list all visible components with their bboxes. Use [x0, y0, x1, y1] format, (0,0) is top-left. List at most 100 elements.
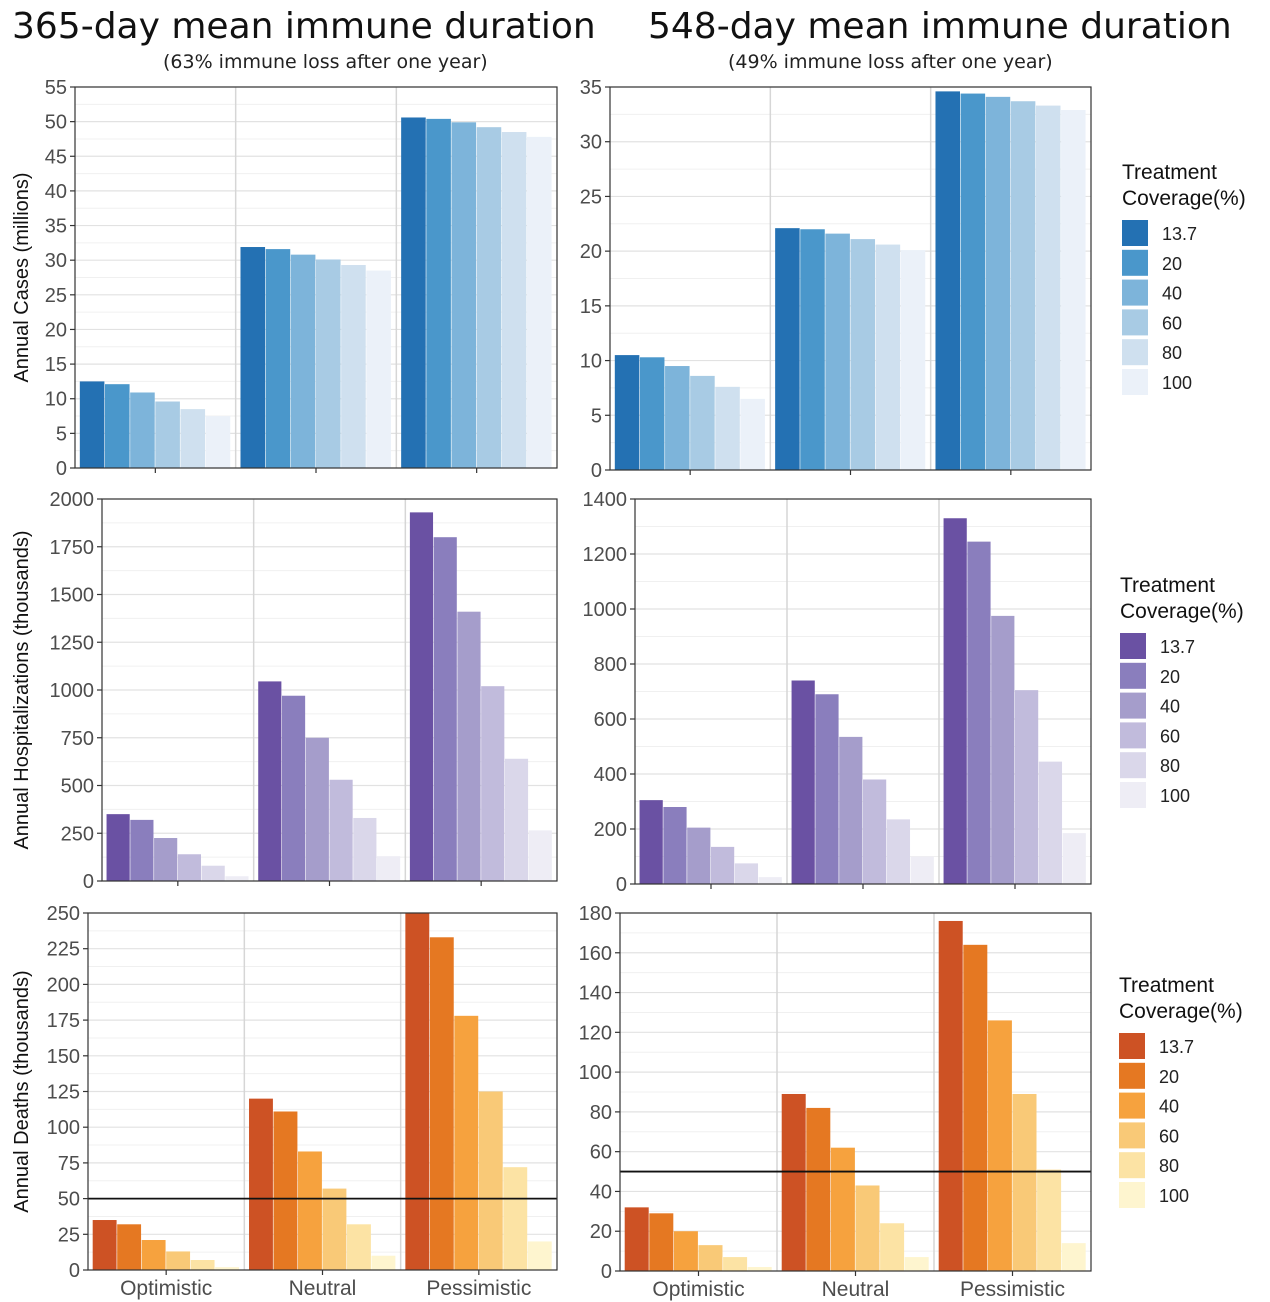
bar-pessimistic-100	[1061, 1243, 1086, 1271]
legend-swatch-20	[1122, 249, 1148, 276]
bar-optimistic-100	[758, 877, 782, 885]
chart-panel-r2-c0: 0 25 50 75 100 125 150 175 200 225 250 Optimistic Ne…	[11, 903, 558, 1300]
y-tick-label: 200	[594, 819, 627, 841]
legend-swatch-100	[1120, 782, 1146, 808]
y-tick-label: 1400	[583, 489, 628, 511]
bar-optimistic-80	[180, 409, 206, 468]
y-tick-label: 800	[594, 654, 627, 676]
bar-optimistic-20	[117, 1224, 142, 1270]
y-tick-label: 0	[601, 1261, 612, 1283]
bar-optimistic-100	[747, 1267, 772, 1271]
bar-pessimistic-80	[503, 1167, 528, 1270]
y-tick-label: 100	[579, 1062, 612, 1084]
bar-neutral-20	[273, 1111, 298, 1270]
bar-pessimistic-100	[1062, 833, 1086, 885]
bar-neutral-60	[329, 779, 353, 881]
y-tick-label: 75	[58, 1153, 80, 1175]
y-tick-label: 25	[45, 285, 67, 307]
y-tick-label: 140	[579, 983, 612, 1005]
legend-swatch-80	[1120, 752, 1146, 779]
bar-pessimistic-13.7	[405, 913, 430, 1270]
y-tick-label: 80	[590, 1102, 612, 1124]
bar-neutral-60	[316, 259, 341, 468]
bar-optimistic-100	[225, 876, 249, 881]
legend-0: Treatment Coverage(%) 13.7 20 40 60 80 100	[1122, 161, 1246, 395]
y-tick-label: 10	[45, 389, 67, 411]
y-tick-label: 150	[47, 1046, 80, 1068]
bar-optimistic-80	[723, 1257, 748, 1271]
x-tick-label-neutral: Neutral	[289, 1277, 357, 1300]
bar-neutral-40	[290, 254, 316, 468]
y-tick-label: 160	[579, 943, 612, 965]
y-tick-label: 2000	[50, 489, 95, 511]
bar-neutral-100	[366, 270, 391, 468]
bar-pessimistic-20	[426, 118, 451, 469]
bar-neutral-20	[265, 249, 291, 468]
bar-pessimistic-13.7	[938, 920, 963, 1271]
x-tick-label-optimistic: Optimistic	[652, 1278, 744, 1301]
legend-label-60: 60	[1159, 1126, 1179, 1146]
bar-neutral-40	[305, 737, 329, 881]
bar-optimistic-80	[201, 865, 225, 881]
bar-pessimistic-20	[960, 93, 986, 470]
bar-neutral-100	[904, 1257, 929, 1271]
y-axis-label: Annual Cases (millions)	[11, 172, 33, 382]
bar-optimistic-13.7	[106, 814, 130, 881]
legend-label-60: 60	[1162, 313, 1182, 333]
bar-pessimistic-13.7	[943, 518, 967, 884]
bar-optimistic-80	[715, 386, 740, 470]
legend-label-80: 80	[1160, 756, 1180, 776]
y-tick-label: 500	[61, 776, 94, 798]
bar-neutral-40	[298, 1151, 322, 1270]
x-tick-label-optimistic: Optimistic	[120, 1277, 212, 1300]
bar-pessimistic-40	[451, 122, 477, 468]
y-tick-label: 50	[58, 1189, 80, 1211]
bar-pessimistic-40	[991, 615, 1015, 885]
y-tick-label: 0	[56, 458, 67, 480]
bar-optimistic-20	[130, 819, 154, 881]
bar-optimistic-13.7	[79, 381, 105, 468]
y-tick-label: 15	[45, 354, 67, 376]
legend-label-13.7: 13.7	[1160, 637, 1195, 657]
legend-label-60: 60	[1160, 726, 1180, 746]
y-tick-label: 5	[591, 405, 602, 427]
bar-pessimistic-80	[1037, 1169, 1062, 1271]
bar-pessimistic-60	[476, 127, 502, 469]
bar-pessimistic-60	[1010, 101, 1036, 470]
bar-optimistic-40	[154, 838, 178, 881]
legend-2: Treatment Coverage(%) 13.7 20 40 60 80 100	[1119, 974, 1243, 1208]
bar-neutral-100	[377, 856, 401, 881]
bar-neutral-60	[855, 1185, 880, 1271]
bar-optimistic-80	[734, 863, 759, 885]
y-tick-label: 20	[45, 319, 67, 341]
legend-label-40: 40	[1160, 697, 1180, 717]
bar-optimistic-20	[649, 1213, 674, 1271]
bar-neutral-80	[341, 265, 366, 468]
y-tick-label: 35	[580, 77, 602, 99]
y-tick-label: 1250	[50, 632, 95, 654]
bar-optimistic-60	[155, 401, 180, 468]
y-axis-label: Annual Hospitalizations (thousands)	[11, 530, 33, 849]
x-tick-label-neutral: Neutral	[822, 1278, 890, 1301]
legend-swatch-13.7	[1120, 633, 1146, 659]
bar-optimistic-60	[690, 375, 715, 470]
bar-pessimistic-80	[501, 132, 527, 468]
bar-optimistic-100	[205, 416, 231, 468]
bar-neutral-13.7	[775, 228, 800, 470]
legend-label-20: 20	[1160, 667, 1180, 687]
bar-neutral-100	[900, 250, 926, 470]
bar-pessimistic-60	[481, 686, 505, 881]
bar-neutral-60	[863, 779, 887, 884]
legend-title: Coverage(%)	[1122, 187, 1246, 210]
right-column-title: 548-day mean immune duration	[648, 6, 1232, 47]
legend-swatch-100	[1122, 369, 1148, 395]
bar-pessimistic-13.7	[401, 117, 426, 468]
bar-neutral-40	[825, 233, 850, 470]
legend-label-100: 100	[1159, 1186, 1189, 1206]
bar-optimistic-20	[104, 384, 130, 468]
y-tick-label: 1000	[50, 680, 95, 702]
y-tick-label: 20	[580, 241, 602, 263]
legend-1: Treatment Coverage(%) 13.7 20 40 60 80 100	[1120, 574, 1244, 808]
bar-neutral-80	[875, 244, 901, 470]
